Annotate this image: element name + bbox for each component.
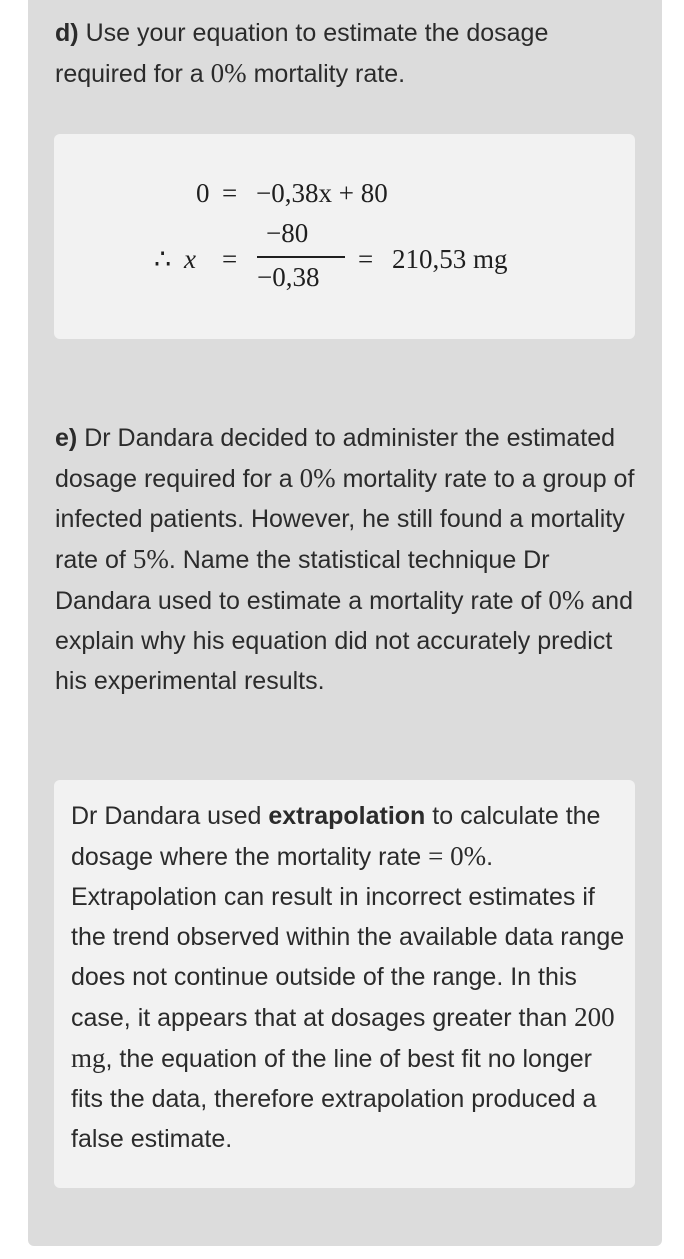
answer-e-box: Dr Dandara used extrapolation to calcula… — [54, 780, 635, 1188]
question-d-label: d) — [55, 19, 79, 47]
question-e-math-2: 5% — [132, 544, 169, 574]
answer-d-box: 0 = −0,38x + 80 ∴ x = −80 −0,38 = 210,53… — [54, 134, 635, 339]
answer-e-math-2: 200 mg — [71, 1002, 615, 1073]
solution-card: d) Use your equation to estimate the dos… — [28, 0, 662, 1246]
fraction-numerator: −80 — [266, 218, 309, 248]
question-e-math-3: 0% — [548, 585, 585, 615]
eq2-equals: = — [222, 244, 238, 274]
dosage-result: 210,53 mg — [392, 244, 508, 274]
answer-e-text-3: . Extrapolation can result in incorrect … — [71, 843, 625, 1032]
answer-e-bold-term: extrapolation — [268, 802, 426, 830]
answer-e-text-1: Dr Dandara used — [71, 802, 262, 830]
therefore-symbol: ∴ — [154, 244, 172, 274]
answer-e-text: Dr Dandara used extrapolation to calcula… — [71, 796, 626, 1159]
question-d-text-end: mortality rate. — [253, 60, 406, 88]
question-e-math-1: 0% — [299, 463, 336, 493]
eq1-rhs-text: −0,38x + 80 — [256, 178, 388, 208]
question-e: e) Dr Dandara decided to administer the … — [55, 418, 645, 701]
eq1-equals: = — [222, 178, 238, 208]
question-e-text-4: and explain why his equation did not acc… — [55, 587, 633, 695]
eq1-lhs: 0 — [196, 178, 210, 208]
fraction-denominator: −0,38 — [257, 262, 320, 292]
question-d: d) Use your equation to estimate the dos… — [55, 13, 645, 94]
answer-e-text-4: , the equation of the line of best fit n… — [71, 1045, 597, 1153]
question-e-text-3: . Name the statistical technique Dr Dand… — [55, 546, 550, 615]
eq2-variable: x — [184, 244, 196, 274]
fraction-bar — [257, 256, 345, 258]
answer-e-math-1: = 0% — [428, 841, 487, 871]
question-d-text: Use your equation to estimate the dosage… — [55, 19, 549, 88]
question-e-text-2: mortality rate to a group of infected pa… — [55, 465, 635, 574]
question-d-math: 0% — [210, 58, 247, 88]
answer-e-text-2: to calculate the dosage where the mortal… — [71, 802, 601, 871]
eq2-equals-2: = — [358, 244, 374, 274]
question-e-text-1: Dr Dandara decided to administer the est… — [55, 424, 616, 493]
question-e-label: e) — [55, 424, 78, 452]
eq1-rhs: −0,38x + 80 — [256, 178, 388, 209]
